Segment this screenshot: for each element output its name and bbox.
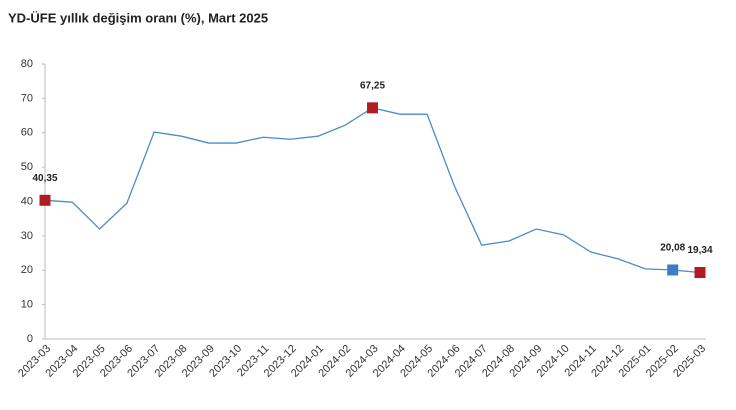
- y-tick-label: 10: [21, 299, 33, 311]
- y-tick-label: 0: [27, 333, 33, 345]
- value-label: 67,25: [360, 80, 385, 91]
- y-tick-label: 60: [21, 127, 33, 139]
- y-tick-label: 80: [21, 58, 33, 70]
- point-marker: [39, 194, 51, 206]
- y-tick-label: 20: [21, 264, 33, 276]
- y-tick-label: 40: [21, 195, 33, 207]
- y-tick-label: 70: [21, 92, 33, 104]
- value-label: 20,08: [660, 243, 685, 254]
- value-label: 19,34: [687, 245, 712, 256]
- point-marker: [667, 264, 679, 276]
- point-marker: [694, 267, 706, 279]
- chart-title: YD-ÜFE yıllık değişim oranı (%), Mart 20…: [8, 10, 268, 25]
- value-label: 40,35: [32, 173, 57, 184]
- y-tick-label: 30: [21, 230, 33, 242]
- y-tick-label: 50: [21, 161, 33, 173]
- series-line: [44, 107, 701, 274]
- point-marker: [367, 102, 378, 114]
